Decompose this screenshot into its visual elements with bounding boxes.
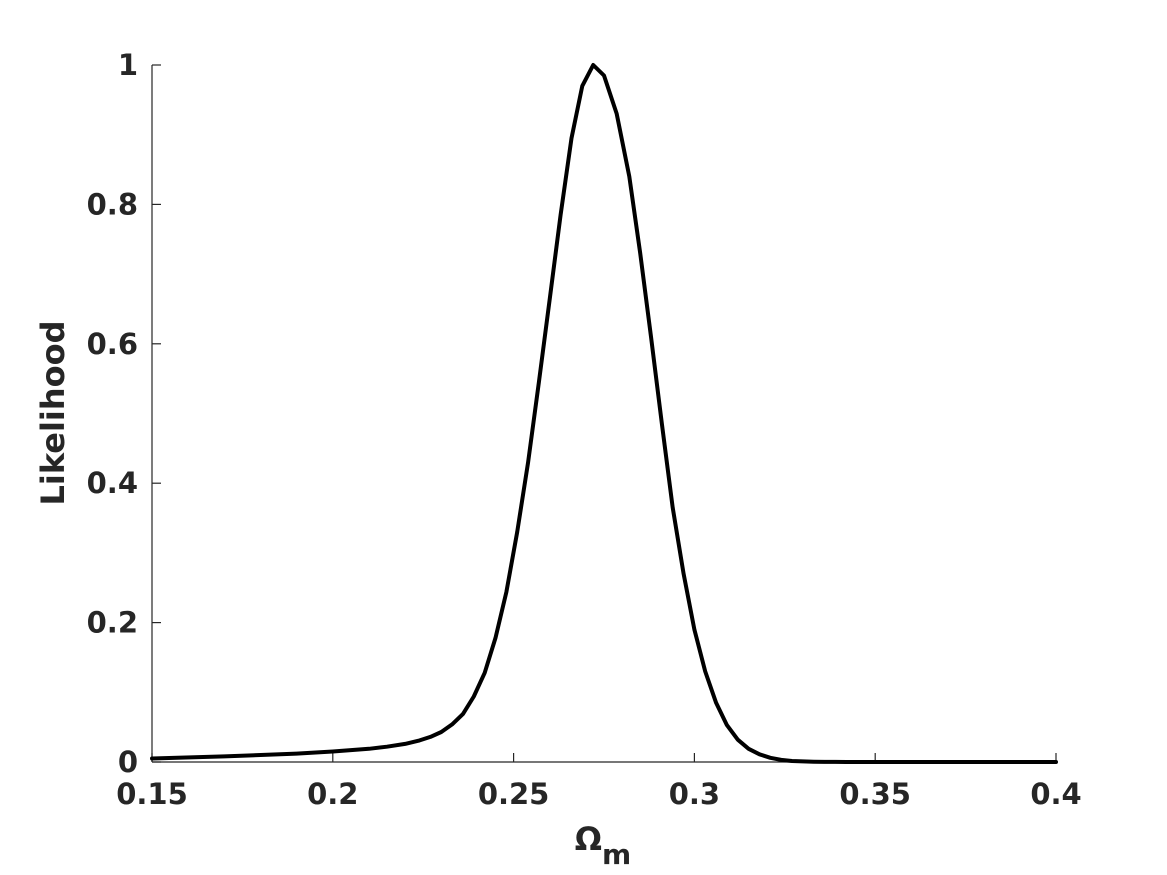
x-tick-label: 0.15 <box>116 777 188 811</box>
x-tick-label: 0.25 <box>478 777 550 811</box>
x-tick-label: 0.2 <box>307 777 358 811</box>
x-axis-subscript: m <box>602 838 631 871</box>
x-tick-label: 0.4 <box>1030 777 1081 811</box>
tick-labels: 0.15 0.2 0.25 0.3 0.35 0.4 0 0.2 0.4 0.6 0.8 1 <box>87 48 1082 811</box>
x-axis-symbol: Ω <box>575 820 602 858</box>
y-tick-label: 0.4 <box>87 466 138 500</box>
series-layer <box>150 63 1058 764</box>
y-tick-label: 0.8 <box>87 187 138 221</box>
axes <box>151 64 1057 763</box>
y-tick-label: 0.2 <box>87 606 138 640</box>
x-tick-label: 0.3 <box>669 777 720 811</box>
y-axis-title: Likelihood <box>34 320 72 505</box>
series-line-0 <box>150 63 1058 764</box>
x-axis-title: Ωm <box>575 820 631 871</box>
y-tick-label: 0.6 <box>87 327 138 361</box>
y-tick-label: 0 <box>118 745 138 779</box>
y-tick-label: 1 <box>118 48 138 82</box>
x-tick-label: 0.35 <box>839 777 911 811</box>
